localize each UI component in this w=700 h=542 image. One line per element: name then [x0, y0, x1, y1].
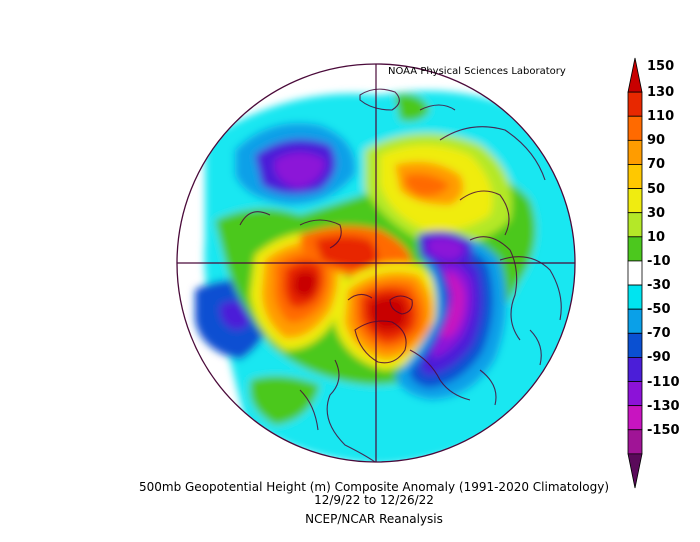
colorbar-tick-label: 70: [647, 157, 666, 173]
colorbar-swatch: [627, 57, 643, 93]
colorbar-tick-label: -110: [647, 374, 680, 390]
colorbar-swatch: [627, 284, 643, 310]
colorbar-tick-label: -70: [647, 326, 671, 342]
colorbar-swatch: [627, 453, 643, 489]
colorbar-swatch: [627, 139, 643, 165]
map-border: [176, 63, 576, 463]
colorbar-swatch: [627, 308, 643, 334]
caption-source: NCEP/NCAR Reanalysis: [305, 512, 443, 526]
colorbar-tick-label: -10: [647, 253, 671, 269]
colorbar-swatch: [627, 332, 643, 358]
colorbar-tick-label: 150: [647, 59, 675, 74]
colorbar-swatch: [627, 91, 643, 117]
colorbar-swatch: [627, 164, 643, 189]
colorbar-tick-label: 30: [647, 205, 666, 221]
colorbar-swatch: [627, 405, 643, 431]
credit-text: NOAA Physical Sciences Laboratory: [388, 66, 566, 77]
colorbar-tick-label: -130: [647, 398, 680, 414]
colorbar-swatch: [627, 381, 643, 407]
caption-dates: 12/9/22 to 12/26/22: [314, 493, 434, 507]
colorbar-swatch: [627, 236, 643, 262]
coastlines: [239, 88, 562, 462]
colorbar-swatch: [627, 429, 643, 455]
caption-title: 500mb Geopotential Height (m) Composite …: [138, 480, 609, 494]
colorbar-tick-label: 110: [647, 109, 675, 125]
colorbar-swatch: [627, 260, 643, 286]
colorbar-swatch: [627, 115, 643, 141]
colorbar-tick-label: 10: [647, 229, 666, 245]
colorbar-swatch: [627, 357, 643, 382]
anomaly-shading: [195, 90, 575, 462]
colorbar-tick-label: 130: [647, 85, 675, 101]
colorbar-swatch: [627, 188, 643, 214]
colorbar-tick-label: -90: [647, 350, 671, 366]
colorbar-tick-label: -30: [647, 278, 671, 294]
anomaly-field: [177, 64, 575, 462]
colorbar-tick-label: 90: [647, 133, 666, 149]
colorbar-tick-label: 50: [647, 181, 666, 197]
colorbar: [627, 57, 643, 489]
colorbar-tick-label: -50: [647, 302, 671, 318]
colorbar-swatch: [627, 212, 643, 238]
colorbar-tick-label: -150: [647, 422, 680, 438]
